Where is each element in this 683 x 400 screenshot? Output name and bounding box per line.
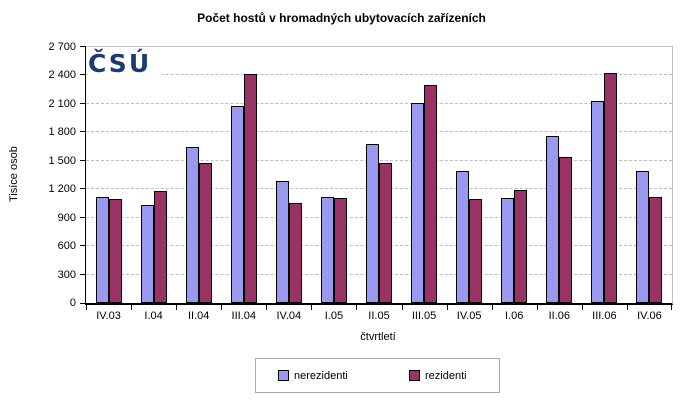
bar-rezidenti-I.04 — [154, 191, 167, 303]
y-tick-label: 2 400 — [48, 69, 76, 82]
x-tick-label: II.06 — [548, 310, 570, 322]
y-tick-mark — [80, 74, 86, 76]
chart-title: Počet hostů v hromadných ubytovacích zař… — [197, 11, 486, 25]
bar-nerezidenti-IV.03 — [96, 197, 109, 303]
x-tick-mark — [221, 303, 222, 310]
y-tick-label: 1 800 — [48, 126, 76, 139]
gridline — [86, 74, 672, 76]
legend-swatch-rezidenti — [409, 370, 420, 381]
legend-label-nerezidenti: nerezidenti — [294, 369, 348, 382]
y-tick-label: 300 — [57, 268, 76, 281]
y-tick-label: 900 — [57, 211, 76, 224]
bar-nerezidenti-IV.04 — [276, 181, 289, 303]
gridline — [86, 131, 672, 133]
bar-rezidenti-III.06 — [604, 73, 617, 303]
csu-logo: ČSÚ — [88, 49, 162, 78]
x-tick-label: IV.03 — [96, 310, 121, 322]
x-tick-mark — [356, 303, 357, 310]
bar-nerezidenti-II.05 — [366, 144, 379, 303]
bar-nerezidenti-II.06 — [546, 136, 559, 303]
y-tick-label: 0 — [69, 297, 76, 309]
y-tick-mark — [80, 245, 86, 247]
bar-nerezidenti-II.04 — [186, 147, 199, 303]
legend-swatch-nerezidenti — [278, 370, 289, 381]
y-tick-label: 2 700 — [48, 41, 76, 53]
y-axis-title: Tisíce osob — [8, 146, 20, 202]
x-tick-mark — [492, 303, 493, 310]
x-tick-label: II.04 — [187, 310, 210, 322]
gridline — [86, 159, 672, 161]
x-tick-mark — [582, 303, 583, 310]
legend-label-rezidenti: rezidenti — [425, 369, 467, 382]
x-tick-label: I.05 — [324, 310, 344, 322]
bar-nerezidenti-III.04 — [231, 106, 244, 303]
y-tick-mark — [80, 46, 86, 47]
x-tick-mark — [86, 303, 87, 310]
legend-item-rezidenti: rezidenti — [409, 359, 467, 392]
x-tick-label: I.06 — [505, 310, 524, 322]
legend-item-nerezidenti: nerezidenti — [278, 359, 348, 392]
bar-rezidenti-I.05 — [334, 198, 347, 303]
y-tick-mark — [80, 273, 86, 275]
bar-nerezidenti-I.04 — [141, 205, 154, 303]
y-tick-label: 1 200 — [48, 183, 76, 196]
plot-area: 0 300 600 900 1 200 1 500 1 800 2 100 2 400 2 700… — [48, 41, 673, 322]
x-tick-label: III.05 — [411, 310, 437, 322]
x-tick-label: II.05 — [368, 310, 390, 322]
bar-nerezidenti-III.06 — [591, 101, 604, 303]
bar-nerezidenti-III.05 — [411, 103, 424, 303]
gridline — [86, 102, 672, 104]
x-axis-title: čtvrtletí — [360, 331, 396, 343]
x-tick-label: IV.05 — [456, 310, 482, 322]
bar-nerezidenti-IV.06 — [636, 171, 649, 303]
y-tick-label: 1 500 — [48, 154, 76, 167]
x-tick-mark — [627, 303, 628, 310]
bar-nerezidenti-I.06 — [501, 198, 514, 303]
y-tick-mark — [80, 303, 86, 304]
bar-rezidenti-I.06 — [514, 190, 527, 303]
x-tick-label: III.06 — [592, 310, 617, 322]
bar-rezidenti-III.04 — [244, 74, 257, 303]
y-tick-label: 2 100 — [48, 97, 76, 110]
bar-nerezidenti-I.05 — [321, 197, 334, 303]
x-tick-label: IV.06 — [637, 310, 662, 322]
x-tick-mark — [447, 303, 448, 310]
bar-nerezidenti-IV.05 — [456, 171, 469, 303]
bar-rezidenti-II.04 — [199, 163, 212, 303]
y-tick-mark — [80, 102, 86, 104]
bar-rezidenti-II.06 — [559, 157, 572, 303]
bar-rezidenti-IV.06 — [649, 197, 662, 303]
legend: nerezidenti rezidenti — [255, 358, 500, 393]
x-tick-mark — [311, 303, 312, 310]
x-tick-mark — [402, 303, 403, 310]
x-tick-mark — [131, 303, 132, 310]
bar-rezidenti-III.05 — [424, 85, 437, 303]
x-tick-mark — [537, 303, 538, 310]
x-tick-mark — [266, 303, 267, 310]
x-tick-label: III.04 — [231, 310, 256, 322]
y-tick-mark — [80, 216, 86, 218]
y-tick-mark — [80, 131, 86, 133]
bar-rezidenti-II.05 — [379, 163, 392, 303]
x-tick-mark — [671, 303, 672, 310]
bar-rezidenti-IV.03 — [109, 199, 122, 303]
x-tick-label: I.04 — [144, 310, 163, 322]
x-tick-mark — [176, 303, 177, 310]
y-tick-mark — [80, 188, 86, 190]
bar-rezidenti-IV.05 — [469, 199, 482, 303]
bar-rezidenti-IV.04 — [289, 203, 302, 303]
y-tick-mark — [80, 159, 86, 161]
y-tick-label: 600 — [57, 240, 76, 253]
x-tick-label: IV.04 — [276, 310, 302, 322]
